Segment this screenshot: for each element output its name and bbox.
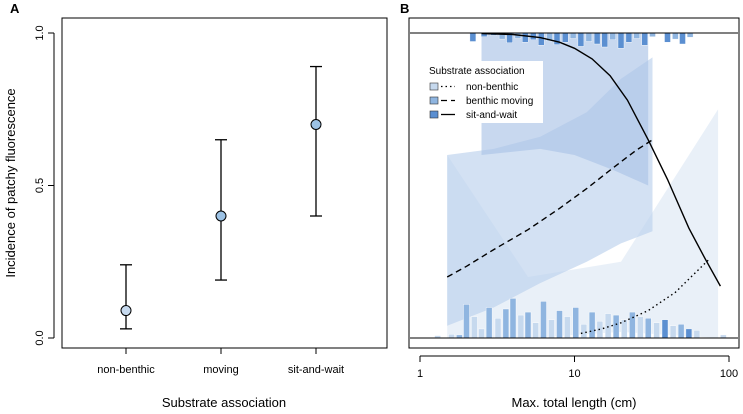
rug-bar-bottom xyxy=(478,328,485,339)
rug-bar-bottom xyxy=(637,316,644,339)
rug-bar-bottom xyxy=(524,311,532,339)
legend-entry-non-benthic: non-benthic xyxy=(429,82,518,93)
rug-bar-bottom xyxy=(653,322,660,339)
panel-b-x-axis-title: Max. total length (cm) xyxy=(512,395,637,410)
y-tick-label: 1.0 xyxy=(34,25,46,40)
x-tick-label: sit-and-wait xyxy=(288,364,344,376)
rug-bar-bottom xyxy=(471,316,478,339)
rug-bar-top xyxy=(633,32,640,39)
panel-b: B 1 10 100 Max. total length (cm) Substr… xyxy=(400,1,740,410)
rug-bar-top xyxy=(538,32,545,46)
rug-bar-top xyxy=(617,32,625,49)
point-estimate xyxy=(120,305,132,317)
legend-swatch xyxy=(429,96,439,105)
rug-bar-bottom xyxy=(604,313,612,339)
fitted-curve-sw xyxy=(481,32,722,287)
legend-swatch xyxy=(429,82,439,91)
x-tick-label: 10 xyxy=(568,368,580,380)
rug-bar-bottom xyxy=(509,298,517,339)
rug-bar-top xyxy=(562,32,569,43)
rug-bar-bottom xyxy=(645,318,652,339)
panel-a-plot-frame xyxy=(61,17,388,349)
rug-bar-bottom xyxy=(564,316,571,339)
panel-a-x-axis-title: Substrate association xyxy=(162,395,286,410)
rug-bar-top xyxy=(522,32,529,43)
rug-bar-top xyxy=(672,32,679,40)
x-tick-label: non-benthic xyxy=(97,364,155,376)
x-tick-label: moving xyxy=(203,364,238,376)
rug-bar-top xyxy=(609,32,616,40)
rug-bar-top xyxy=(601,32,608,48)
rug-bar-top xyxy=(569,32,577,39)
rug-bar-bottom xyxy=(693,330,701,339)
rug-bar-bottom xyxy=(517,314,525,339)
y-tick-label: 0.0 xyxy=(34,330,46,345)
panel-b-x-axis: 1 10 100 Max. total length (cm) xyxy=(417,355,738,410)
rug-bar-bottom xyxy=(661,319,669,339)
legend-entry-benthic-moving: benthic moving xyxy=(429,96,533,107)
rug-bar-top xyxy=(469,32,477,42)
rug-bar-bottom xyxy=(494,318,502,339)
rug-bar-top xyxy=(625,32,633,43)
legend: Substrate association non-benthic benthi… xyxy=(423,61,543,123)
rug-bar-top xyxy=(641,32,648,46)
rug-bar-bottom xyxy=(685,328,693,339)
rug-bar-bottom xyxy=(463,304,470,339)
rug-bar-bottom xyxy=(548,319,555,339)
rug-bar-top xyxy=(577,32,585,47)
fitted-curve-bm xyxy=(446,139,653,278)
panel-b-fitted-curves xyxy=(446,32,722,335)
point-estimate xyxy=(310,119,322,130)
panel-a-y-axis-title: Incidence of patchy fluorescence xyxy=(3,88,18,277)
legend-label: benthic moving xyxy=(466,96,533,107)
rug-bar-top xyxy=(686,32,694,38)
rug-bar-bottom xyxy=(532,322,539,339)
rug-bar-bottom xyxy=(629,311,636,339)
rug-bar-bottom xyxy=(502,308,510,339)
rug-bar-top xyxy=(664,32,671,43)
rug-bar-top xyxy=(593,32,601,45)
panel-a-marks xyxy=(120,65,322,330)
panel-a-letter: A xyxy=(10,1,20,16)
legend-entry-sit-and-wait: sit-and-wait xyxy=(429,110,517,121)
panel-a: A 0.0 0.5 1.0 Incidence of patchy fluore… xyxy=(3,1,388,410)
rug-bar-bottom xyxy=(572,307,579,339)
panel-b-letter: B xyxy=(400,1,409,16)
rug-bar-top xyxy=(679,32,686,45)
x-tick-label: 100 xyxy=(720,368,738,380)
point-estimate xyxy=(215,210,227,222)
panel-a-y-axis: 0.0 0.5 1.0 Incidence of patchy fluoresc… xyxy=(3,25,55,346)
rug-bar-top xyxy=(585,32,593,42)
rug-bar-bottom xyxy=(621,319,628,339)
rug-bar-bottom xyxy=(588,311,596,339)
y-tick-label: 0.5 xyxy=(34,178,46,193)
legend-background xyxy=(423,61,543,123)
panel-b-plot-frame xyxy=(408,17,740,349)
rug-bar-bottom xyxy=(485,307,493,339)
rug-bar-bottom xyxy=(677,324,685,339)
rug-bar-bottom xyxy=(612,314,620,339)
rug-bar-bottom xyxy=(540,301,547,339)
rug-bar-bottom xyxy=(448,334,455,339)
rug-bar-bottom xyxy=(580,324,588,339)
legend-swatch xyxy=(429,110,439,119)
legend-label: sit-and-wait xyxy=(466,110,517,121)
panel-a-x-axis: non-benthic moving sit-and-wait Substrat… xyxy=(97,348,344,410)
rug-bar-bottom xyxy=(556,310,563,339)
legend-label: non-benthic xyxy=(466,82,518,93)
x-tick-label: 1 xyxy=(417,368,423,380)
legend-title: Substrate association xyxy=(429,66,525,77)
rug-bar-bottom xyxy=(669,325,677,339)
rug-bar-top xyxy=(649,32,656,37)
rug-bar-top xyxy=(553,32,561,45)
